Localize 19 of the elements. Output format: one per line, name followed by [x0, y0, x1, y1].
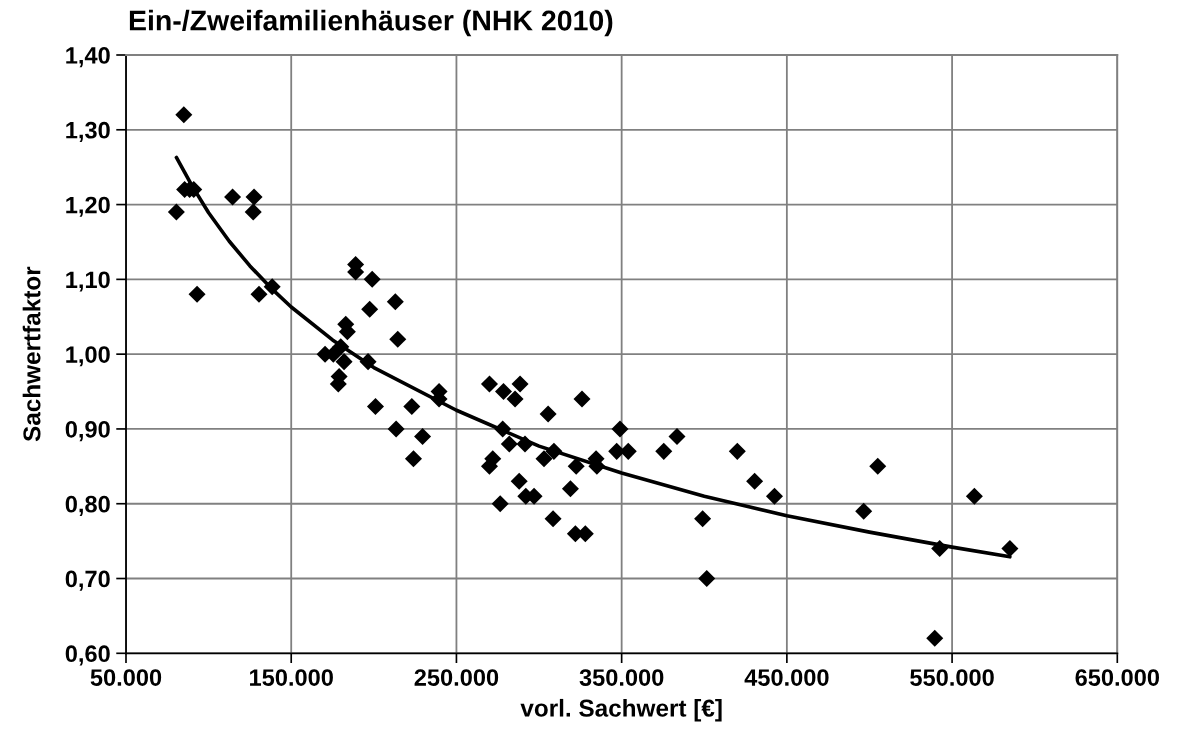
- y-tick-label: 0,90: [65, 421, 110, 442]
- y-tick-label: 0,80: [65, 495, 110, 516]
- x-tick-label: 350.000: [579, 669, 664, 686]
- x-tick-label: 650.000: [1075, 669, 1160, 686]
- y-tick-label: 1,30: [66, 121, 110, 142]
- x-tick-label: 550.000: [910, 669, 994, 686]
- x-axis-title: vorl. Sachwert [€]: [520, 698, 722, 722]
- y-tick-label: 1,20: [66, 196, 110, 217]
- x-tick-label: 150.000: [250, 669, 333, 686]
- y-tick-label: 1,40: [66, 47, 110, 68]
- x-tick-label: 50.000: [90, 669, 162, 686]
- chart-title: Ein-/Zweifamilienhäuser (NHK 2010): [129, 9, 613, 37]
- x-tick-label: 450.000: [744, 669, 829, 686]
- y-axis-title: Sachwertfaktor: [22, 266, 41, 442]
- y-tick-label: 1,00: [66, 346, 110, 367]
- y-tick-label: 1,10: [66, 271, 110, 292]
- x-tick-label: 250.000: [414, 669, 499, 686]
- y-tick-label: 0,70: [65, 570, 110, 591]
- y-tick-label: 0,60: [65, 645, 110, 666]
